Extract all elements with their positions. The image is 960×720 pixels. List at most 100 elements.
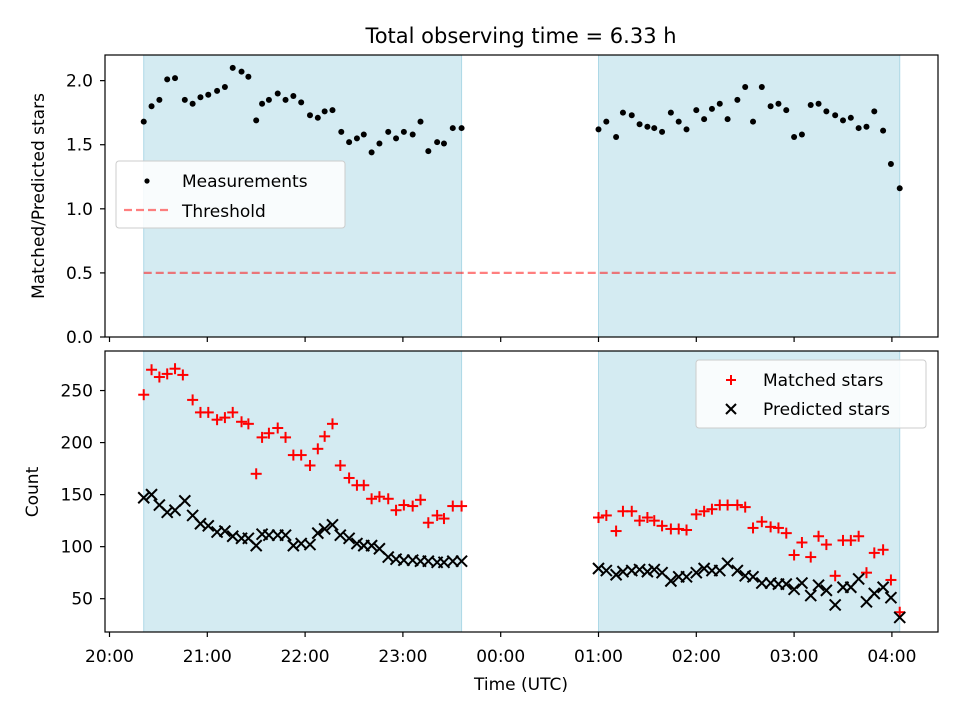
predicted-star-point [334,529,347,542]
matched-star-point [681,524,693,536]
predicted-star-point [455,555,468,568]
predicted-star-point [820,584,833,597]
measurement-point [896,185,903,192]
matched-star-point [177,369,189,381]
top-panel: 0.00.51.01.52.0 Matched/Predicted stars … [29,54,939,348]
matched-star-point [415,494,427,506]
matched-star-point [272,422,284,434]
matched-star-point [690,508,702,520]
predicted-star-point [160,506,174,519]
measurement-point [734,96,741,103]
predicted-star-point [382,550,395,564]
measurement-point [338,128,345,135]
matched-star-point [885,574,897,586]
matched-star-point [280,431,292,443]
matched-star-point [731,499,743,511]
measurement-point [245,73,252,80]
predicted-star-point [137,491,150,504]
x-tick-label: 21:00 [183,647,232,667]
measurement-point [321,108,328,115]
measurement-point [758,84,765,91]
measurement-point [619,109,626,116]
matched-star-point [813,530,825,542]
measurement-point [832,112,839,119]
measurement-points [140,64,903,192]
measurement-point [148,103,155,110]
matched-star-point [343,472,355,484]
measurement-point [156,96,163,103]
predicted-star-point [609,568,623,581]
x-tick-label: 02:00 [672,647,721,667]
measurement-point [847,114,854,121]
measurement-point [259,100,266,107]
matched-star-point [805,551,817,563]
matched-star-point [334,459,346,471]
matched-star-point [456,500,468,512]
matched-star-point [263,427,275,439]
figure-title: Total observing time = 6.33 h [364,24,676,48]
matched-star-point [706,503,718,515]
measurement-point [229,64,236,71]
top-y-axis-label: Matched/Predicted stars [29,93,49,299]
measurement-point [205,91,212,98]
measurement-point [417,118,424,125]
matched-star-point [295,449,307,461]
predicted-star-point [303,538,317,551]
measurement-point [693,107,700,114]
measurement-point [708,105,715,112]
matched-star-point [153,371,165,383]
matched-star-point [610,525,622,537]
measurement-point [767,103,774,110]
measurement-point [855,125,862,132]
measurement-point [791,134,798,141]
measurement-point [823,108,830,115]
predicted-star-point [697,562,711,575]
measurement-point [265,96,272,103]
measurement-point [613,134,620,141]
matched-star-point [756,516,768,528]
predicted-star-point [746,570,760,584]
predicted-star-point [755,576,769,590]
matched-star-point [319,430,331,442]
y-tick-label: 150 [61,486,93,506]
measurement-point [314,114,321,121]
measurement-point [667,109,674,116]
measurement-point [274,90,281,97]
predicted-star-point [592,562,605,575]
matched-star-point [634,515,646,527]
matched-star-point [656,520,668,532]
measurement-point [775,100,782,107]
y-tick-label: 100 [61,538,93,558]
legend-predicted-label: Predicted stars [763,400,890,420]
measurement-point [724,116,731,123]
predicted-star-point [342,532,356,545]
matched-stars-points [138,363,906,618]
measurement-point [880,127,887,134]
matched-star-point [242,418,254,430]
measurement-point [214,87,221,94]
matched-star-point [169,363,181,375]
predicted-star-point [279,529,292,542]
measurement-point [425,148,432,155]
matched-star-point [358,479,370,491]
measurement-point [807,101,814,108]
measurement-point [409,131,416,138]
matched-star-point [438,513,450,525]
x-tick-label: 20:00 [85,647,134,667]
matched-star-point [853,530,865,542]
measurement-point [651,125,658,132]
measurement-point [440,140,447,147]
measurement-point [221,84,228,91]
matched-star-point [845,534,857,546]
measurement-point [863,123,870,130]
measurement-point [189,100,196,107]
legend-threshold-label: Threshold [181,202,266,222]
matched-star-point [422,517,434,529]
matched-star-point [431,509,443,521]
measurement-point [683,126,690,133]
measurement-point [742,84,749,91]
matched-star-point [600,509,612,521]
predicted-star-point [397,553,411,567]
measurement-point [253,117,260,124]
matched-star-point [211,414,223,426]
